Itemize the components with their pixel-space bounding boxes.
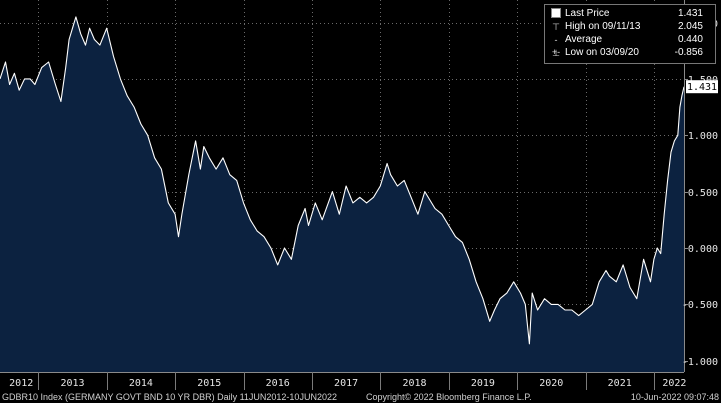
legend-row-high: ⊤ High on 09/11/13 2.045 [545,21,715,33]
x-tick-label: 2017 [334,378,358,389]
last-value-tag: 1.431 [686,80,718,94]
x-tick-label: 2019 [471,378,495,389]
y-tick-label: 0.000 [688,244,718,255]
square-icon [551,8,561,21]
high-marker-icon: ⊤ [552,22,560,32]
legend-box: Last Price 1.431 ⊤ High on 09/11/13 2.04… [544,4,716,64]
legend-label-high: High on 09/11/13 [565,21,641,32]
series-line [0,16,685,345]
x-tick-label: 2022 [662,378,686,389]
legend-value-low: -0.856 [674,47,703,58]
y-tick-label: 1.000 [688,131,718,142]
legend-value-average: 0.440 [677,34,703,45]
legend-row-low: ⊥ Low on 03/09/20 -0.856 [545,47,715,59]
footer-copyright: Copyright© 2022 Bloomberg Finance L.P. [366,392,532,402]
low-marker-icon: ⊥ [552,48,560,58]
legend-value-high: 2.045 [677,21,703,32]
x-tick-label: 2013 [60,378,84,389]
footer-timestamp: 10-Jun-2022 09:07:48 [630,392,719,402]
x-tick-label: 2020 [539,378,563,389]
footer-bar: GDBR10 Index (GERMANY GOVT BND 10 YR DBR… [0,391,721,403]
x-tick-label: 2021 [608,378,632,389]
y-tick-label: -0.500 [682,300,718,311]
y-tick-label: 0.500 [688,188,718,199]
x-tick-label: 2018 [402,378,426,389]
x-tick-label: 2016 [266,378,290,389]
last-value-label: 1.431 [687,82,717,93]
legend-row-average: -+- Average 0.440 [545,34,715,57]
x-tick-label: 2014 [129,378,153,389]
x-axis-labels: 2012 2013 2014 2015 2016 2017 2018 2019 2020 2021… [9,372,686,390]
legend-row-last-price: Last Price 1.431 [545,8,715,20]
legend-label-low: Low on 03/09/20 [565,47,639,58]
footer-ticker: GDBR10 Index (GERMANY GOVT BND 10 YR DBR… [2,392,337,402]
legend-label-average: Average [565,34,603,45]
legend-value-last-price: 1.431 [677,8,703,19]
legend-label-last-price: Last Price [565,8,610,19]
x-tick-label: 2015 [197,378,221,389]
y-tick-label: -1.000 [682,357,718,368]
average-marker-icon: -+- [551,35,561,57]
x-tick-label: 2012 [9,378,33,389]
